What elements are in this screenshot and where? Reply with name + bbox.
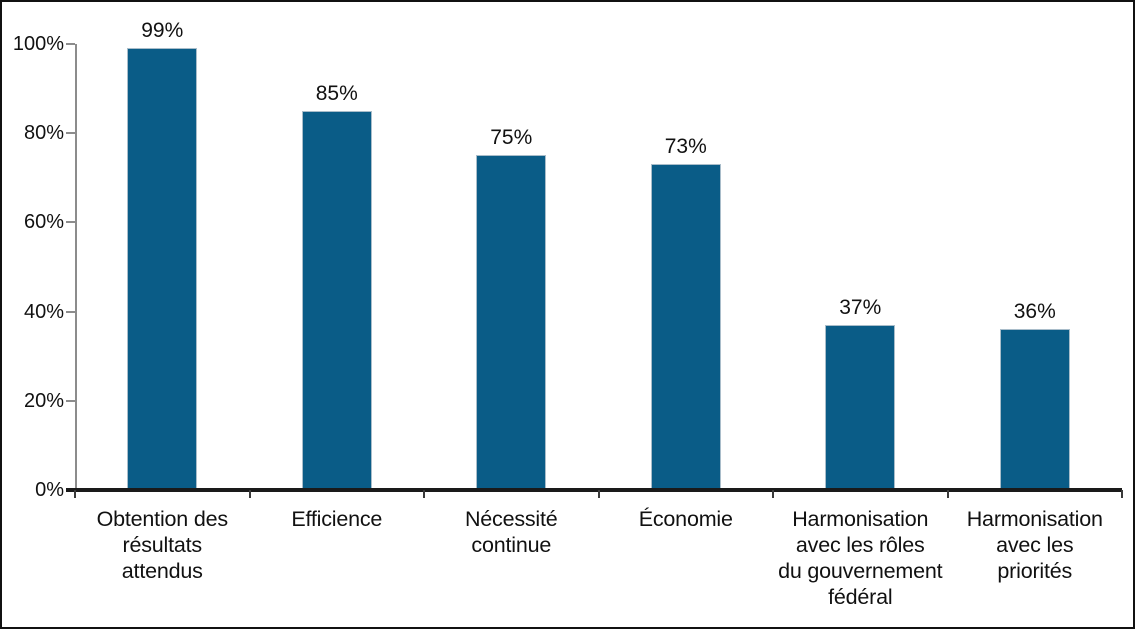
x-category-label: Obtention des résultats attendus	[96, 507, 228, 583]
bar-value-label: 37%	[839, 296, 882, 319]
y-tick	[66, 132, 75, 135]
bar-value-label: 73%	[664, 135, 707, 158]
bar	[650, 164, 721, 490]
x-tick	[248, 490, 251, 498]
x-tick	[946, 490, 949, 498]
bar-value-label: 36%	[1013, 300, 1056, 323]
x-category-label: Harmonisation avec les rôles du gouverne…	[778, 507, 943, 609]
x-tick	[597, 490, 600, 498]
x-category-label: Harmonisation avec les priorités	[966, 507, 1103, 583]
x-axis-line	[66, 488, 1122, 492]
x-tick	[1121, 490, 1123, 498]
x-category-label: Nécessité continue	[464, 507, 558, 557]
bar	[127, 48, 198, 490]
y-tick	[66, 399, 75, 402]
bar-value-label: 75%	[490, 126, 533, 149]
y-axis-line	[75, 44, 77, 490]
y-tick-label: 60%	[23, 211, 64, 234]
y-tick-label: 40%	[23, 300, 64, 323]
y-tick-label: 80%	[23, 122, 64, 145]
y-tick-label: 20%	[23, 389, 64, 412]
bar	[825, 325, 896, 490]
y-tick-label: 0%	[35, 479, 64, 501]
y-tick	[66, 43, 75, 45]
x-tick	[772, 490, 774, 498]
bar	[301, 111, 372, 490]
bar-value-label: 99%	[141, 19, 184, 42]
y-tick	[66, 310, 75, 313]
y-tick	[66, 221, 75, 224]
y-tick-label: 100%	[12, 33, 64, 55]
bar	[999, 329, 1070, 490]
bar	[476, 155, 547, 490]
x-category-label: Économie	[638, 507, 733, 531]
x-category-label: Efficience	[291, 507, 383, 531]
x-tick	[74, 490, 76, 498]
x-tick	[423, 490, 425, 498]
bar-value-label: 85%	[315, 82, 358, 105]
